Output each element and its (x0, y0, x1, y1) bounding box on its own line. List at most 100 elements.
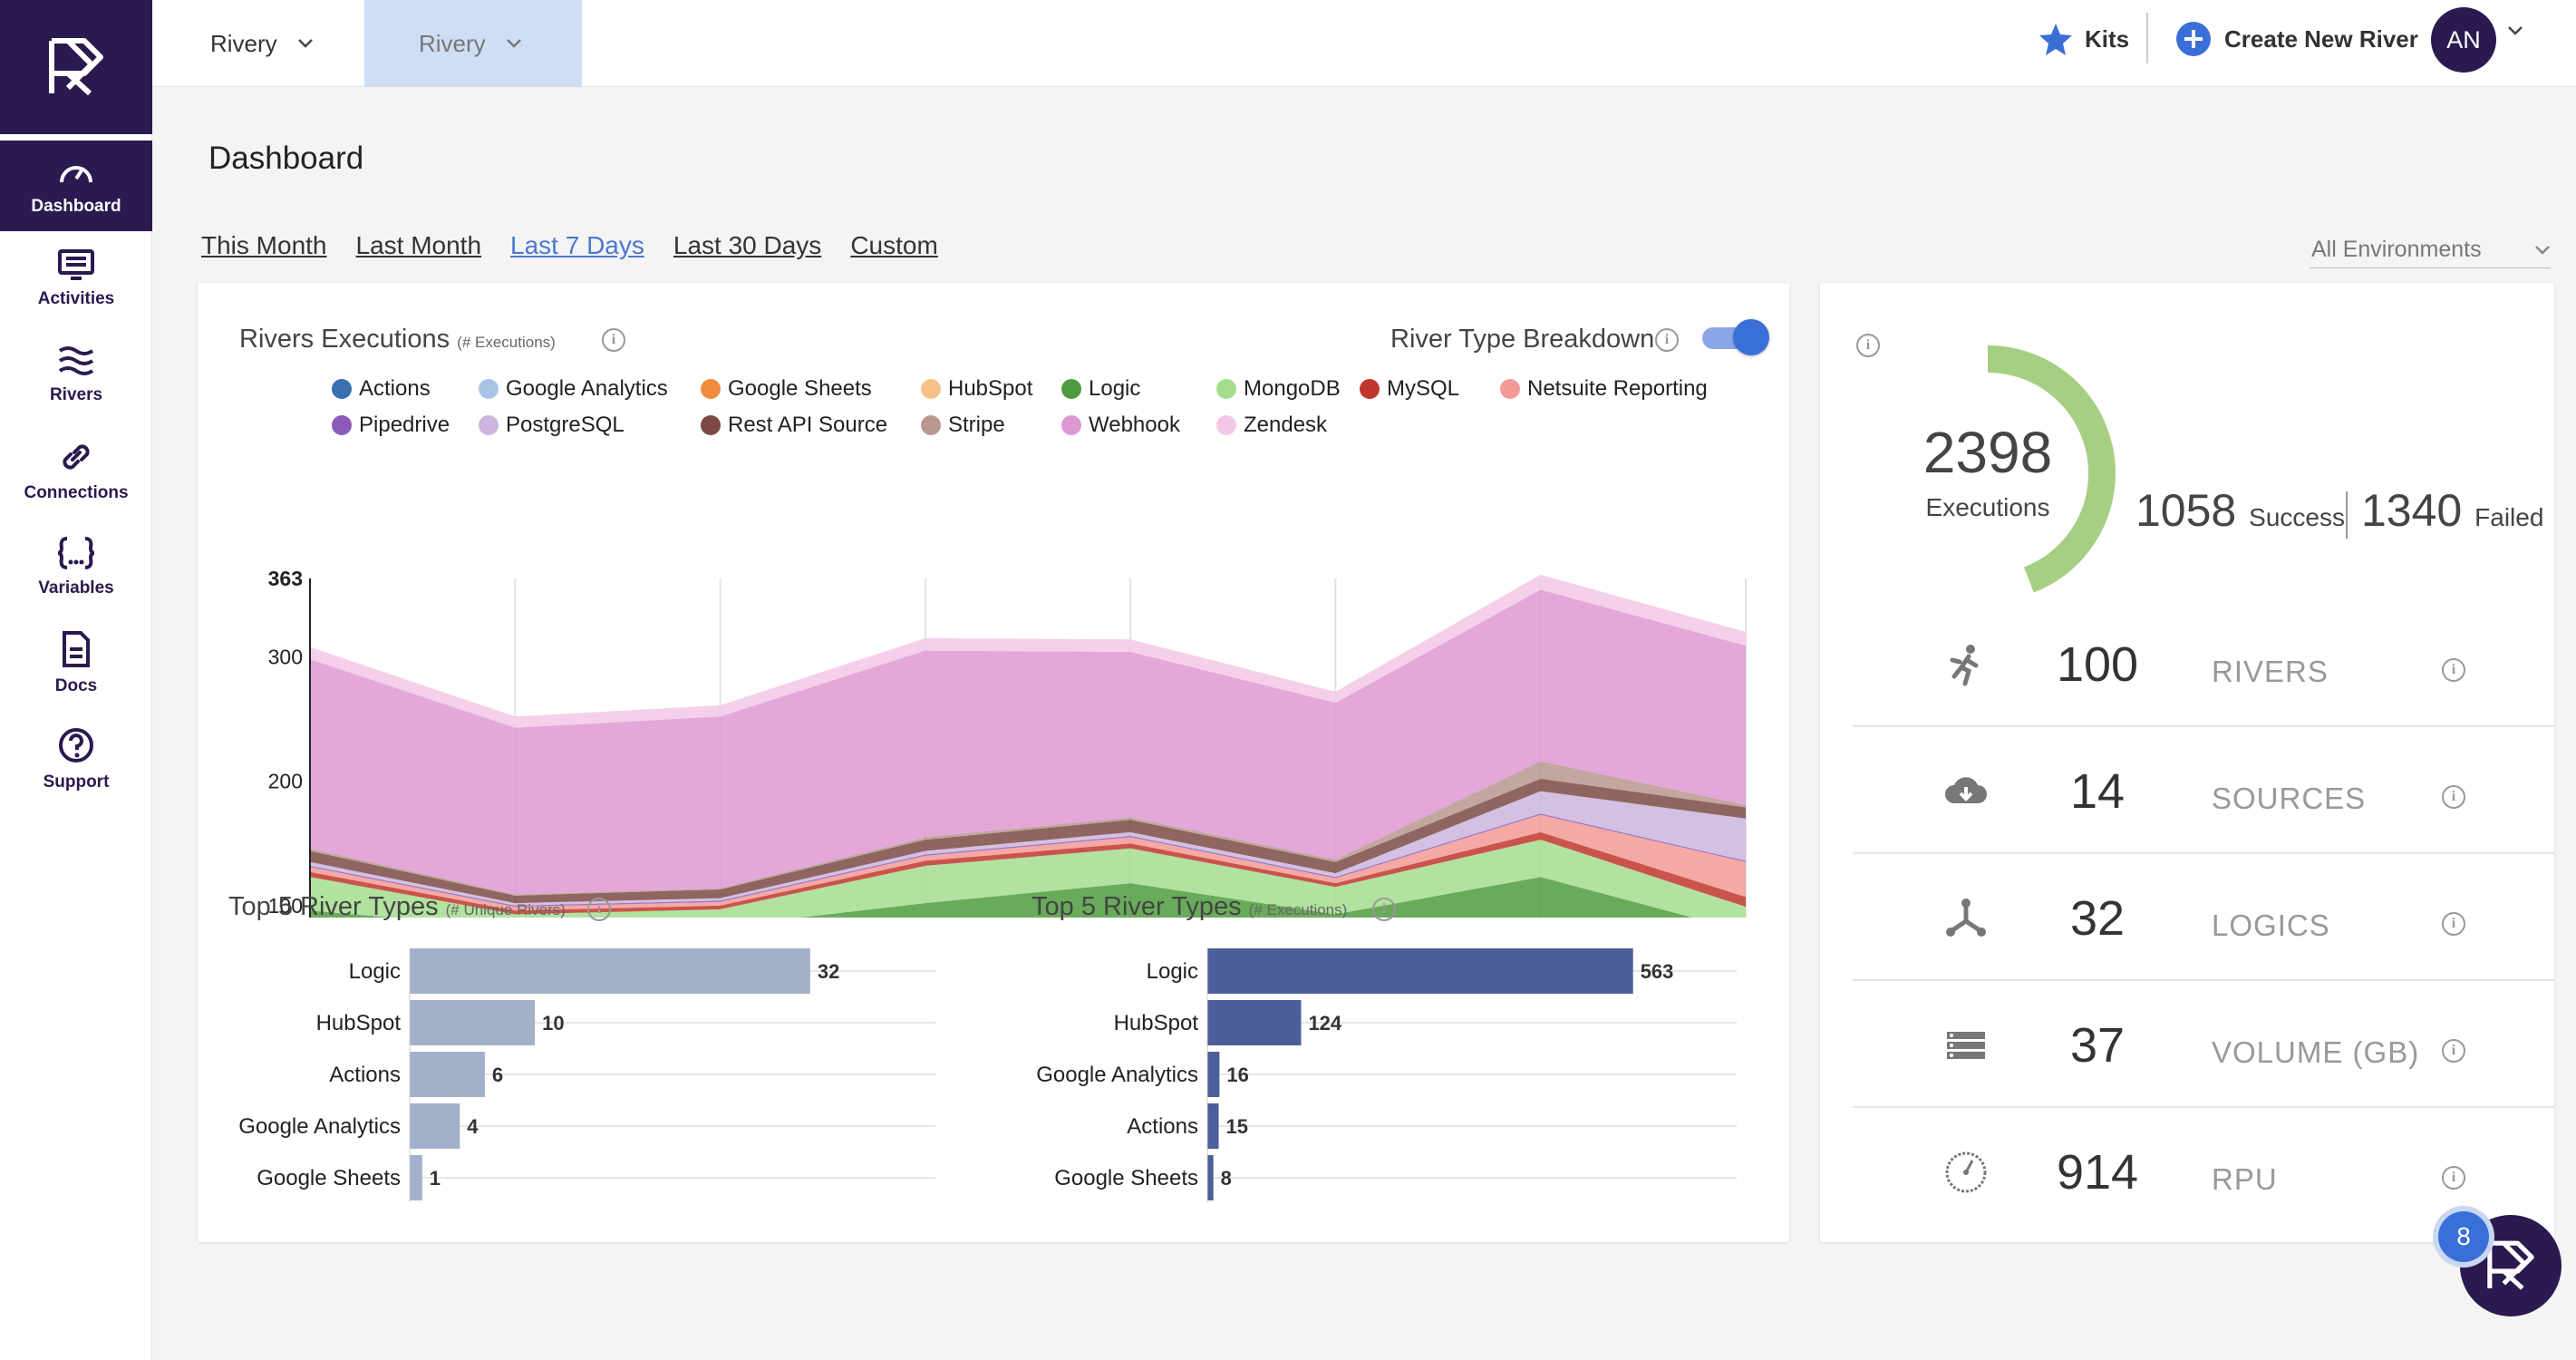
bar[interactable] (410, 1000, 536, 1045)
info-icon[interactable]: i (2442, 912, 2465, 936)
legend-label: MySQL (1387, 376, 1460, 401)
legend-item[interactable]: Stripe (921, 413, 1005, 438)
info-icon[interactable]: i (1372, 898, 1396, 921)
y-tick-label: 300 (268, 645, 303, 668)
bar[interactable] (1207, 1155, 1214, 1200)
runner-icon (1950, 645, 1979, 686)
tab-this-month[interactable]: This Month (201, 231, 327, 259)
tab-last-7-days[interactable]: Last 7 Days (510, 231, 644, 259)
legend-item[interactable]: Google Sheets (701, 376, 872, 402)
bar-category-label: Logic (349, 959, 401, 984)
y-tick-label: 100 (268, 894, 303, 918)
sidebar-item-docs[interactable]: Docs (0, 618, 152, 709)
legend-item[interactable]: Rest API Source (701, 413, 887, 438)
sidebar-item-label: Support (43, 772, 110, 792)
bar-category-label: Google Sheets (1054, 1166, 1198, 1190)
fork-icon (1946, 899, 1986, 937)
braces-icon (57, 537, 95, 569)
chevron-down-icon (506, 39, 521, 48)
bar[interactable] (410, 948, 810, 994)
sidebar-item-connections[interactable]: Connections (0, 426, 152, 517)
tab-last-month[interactable]: Last Month (355, 231, 482, 259)
info-icon[interactable]: i (1856, 334, 1880, 357)
stat-row-logics: 32 LOGICS i (1853, 854, 2554, 981)
info-icon[interactable]: i (587, 898, 611, 921)
donut-success-arc[interactable] (1860, 345, 2116, 600)
kits-button[interactable]: Kits (2038, 0, 2129, 78)
river-type-breakdown-toggle[interactable] (1702, 319, 1769, 355)
document-icon (63, 631, 90, 667)
info-icon[interactable]: i (1655, 328, 1679, 352)
sidebar-item-rivers[interactable]: Rivers (0, 330, 152, 421)
tab-last-30-days[interactable]: Last 30 Days (673, 231, 822, 259)
notification-badge[interactable]: 8 (2438, 1211, 2489, 1262)
stat-label: LOGICS (2212, 908, 2330, 942)
legend-item[interactable]: HubSpot (921, 376, 1032, 402)
rivery-logo[interactable] (0, 0, 152, 134)
server-stack-icon (1947, 1032, 1985, 1059)
stat-value: 32 (2069, 891, 2126, 946)
create-new-river-label: Create New River (2224, 24, 2418, 53)
account-selector[interactable]: Rivery (210, 0, 346, 87)
legend-item[interactable]: Netsuite Reporting (1500, 376, 1708, 402)
legend-label: Stripe (948, 413, 1005, 437)
legend-item[interactable]: Pipedrive (332, 413, 450, 438)
bar[interactable] (410, 1103, 460, 1149)
legend-item[interactable]: Google Analytics (479, 376, 668, 402)
bar[interactable] (410, 1155, 422, 1200)
area-series[interactable] (310, 791, 1746, 906)
top5-exec-title-text: Top 5 River Types (1031, 892, 1242, 921)
chevron-down-icon[interactable] (2507, 25, 2523, 36)
bar[interactable] (1207, 1052, 1220, 1097)
bar[interactable] (1207, 948, 1633, 994)
environment-select[interactable]: All Environments (2310, 232, 2551, 268)
info-icon[interactable]: i (2442, 785, 2465, 809)
stat-row-volume: 37 VOLUME (GB) i (1853, 981, 2554, 1108)
legend-item[interactable]: MySQL (1360, 376, 1459, 402)
executions-total-label: Executions (1925, 493, 2050, 521)
executions-subtitle: (# Executions) (457, 334, 556, 351)
info-icon[interactable]: i (2442, 658, 2465, 682)
bar[interactable] (410, 1052, 485, 1097)
executions-area-chart: 010020030036313/0815/0816/0817/0818/0819… (268, 567, 1747, 918)
waves-icon (58, 346, 94, 375)
bar-category-label: Google Analytics (238, 1114, 401, 1139)
link-icon (63, 444, 90, 470)
bar-category-label: Actions (1127, 1114, 1198, 1139)
info-icon[interactable]: i (2442, 1039, 2465, 1063)
cloud-download-icon (1945, 777, 1987, 803)
sidebar-item-activities[interactable]: Activities (0, 234, 152, 325)
legend-swatch (332, 379, 352, 399)
legend-item[interactable]: PostgreSQL (479, 413, 625, 438)
legend-item[interactable]: Actions (332, 376, 431, 402)
sidebar-item-variables[interactable]: Variables (0, 522, 152, 613)
legend-swatch (921, 415, 941, 435)
user-avatar[interactable]: AN (2431, 7, 2496, 73)
legend-swatch (1061, 379, 1081, 399)
legend-item[interactable]: MongoDB (1216, 376, 1341, 402)
bar[interactable] (1207, 1000, 1302, 1045)
bar-value-label: 15 (1226, 1115, 1248, 1138)
legend-item[interactable]: Webhook (1061, 413, 1180, 438)
bar[interactable] (1207, 1103, 1219, 1149)
legend-item[interactable]: Logic (1061, 376, 1140, 402)
area-series[interactable] (310, 589, 1746, 895)
environment-tab[interactable]: Rivery (364, 0, 582, 87)
info-icon[interactable]: i (602, 328, 625, 352)
legend-label: Rest API Source (728, 413, 888, 437)
legend-label: Netsuite Reporting (1527, 376, 1708, 401)
executions-donut-chart (1860, 345, 2116, 600)
failed-value: 1340 (2361, 485, 2463, 536)
top5-unique-title: Top 5 River Types (# Unique Rivers) (228, 892, 566, 922)
plus-circle-icon (2176, 22, 2211, 56)
create-new-river-button[interactable]: Create New River (2175, 0, 2418, 78)
area-series[interactable] (310, 778, 1746, 904)
legend-item[interactable]: Zendesk (1216, 413, 1327, 438)
area-series[interactable] (310, 761, 1746, 896)
sidebar-item-support[interactable]: Support (0, 714, 152, 805)
info-icon[interactable]: i (2442, 1166, 2465, 1190)
tab-custom[interactable]: Custom (850, 231, 938, 259)
area-series[interactable] (310, 877, 1746, 918)
legend-label: Google Sheets (728, 376, 872, 401)
sidebar-item-dashboard[interactable]: Dashboard (0, 141, 152, 231)
